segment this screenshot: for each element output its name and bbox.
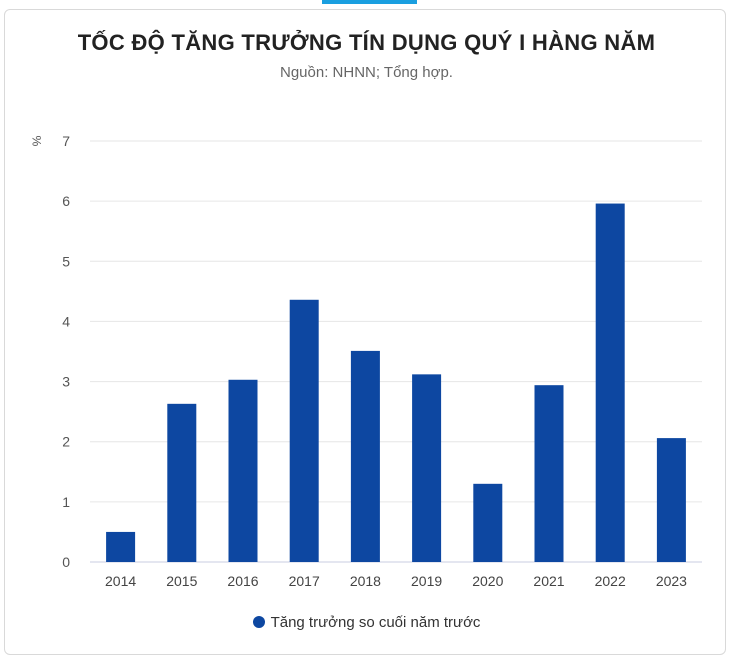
legend[interactable]: Tăng trưởng so cuối năm trước xyxy=(0,614,733,631)
y-tick-label: 2 xyxy=(62,434,70,450)
bar xyxy=(412,374,442,562)
x-tick-label: 2017 xyxy=(289,573,320,589)
y-tick-label: 1 xyxy=(62,494,70,510)
x-tick-label: 2014 xyxy=(105,573,136,589)
x-tick-label: 2023 xyxy=(656,573,687,589)
legend-label: Tăng trưởng so cuối năm trước xyxy=(270,614,481,631)
bar xyxy=(106,531,136,562)
x-tick-label: 2015 xyxy=(166,573,197,589)
legend-marker-icon xyxy=(252,616,265,628)
bar xyxy=(473,483,503,562)
x-tick-label: 2021 xyxy=(533,573,564,589)
bar xyxy=(167,403,197,562)
bar xyxy=(595,203,625,562)
chart-title: TỐC ĐỘ TĂNG TRƯỞNG TÍN DỤNG QUÝ I HÀNG N… xyxy=(77,30,656,55)
y-tick-label: 6 xyxy=(62,193,70,209)
y-tick-label: 5 xyxy=(62,253,70,269)
bar xyxy=(289,299,319,562)
y-tick-label: 3 xyxy=(62,374,70,390)
x-tick-label: 2019 xyxy=(411,573,442,589)
bar xyxy=(228,379,258,562)
chart-subtitle: Nguồn: NHNN; Tổng hợp. xyxy=(280,64,453,81)
y-tick-label: 0 xyxy=(62,554,70,570)
top-accent-bar xyxy=(322,0,417,4)
x-tick-label: 2020 xyxy=(472,573,503,589)
bar xyxy=(656,438,686,562)
bar xyxy=(350,350,380,562)
x-tick-label: 2022 xyxy=(595,573,626,589)
x-tick-label: 2016 xyxy=(227,573,258,589)
bar xyxy=(534,385,564,562)
y-tick-label: 4 xyxy=(62,313,70,329)
y-tick-label: 7 xyxy=(62,133,70,149)
x-tick-label: 2018 xyxy=(350,573,381,589)
